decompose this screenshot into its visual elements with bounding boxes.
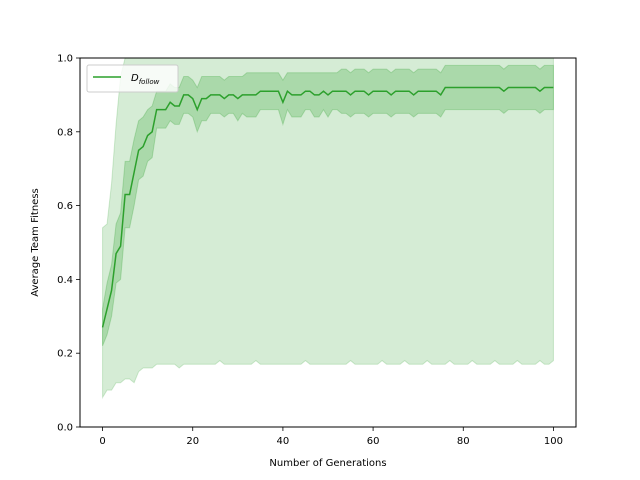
y-tick-label: 0.8 (57, 127, 73, 138)
legend-label: Dfollow (131, 73, 160, 86)
axes-frame (79, 57, 577, 428)
mean-line (101, 86, 554, 328)
x-tick-label: 40 (277, 436, 290, 447)
y-tick-label: 0.4 (57, 275, 73, 286)
x-tick-label: 100 (544, 436, 563, 447)
x-tick-label: 80 (457, 436, 470, 447)
legend-label-subscript: follow (139, 78, 160, 86)
y-axis-label: Average Team Fitness (30, 188, 41, 297)
legend-box (86, 64, 179, 93)
x-tick-label: 60 (367, 436, 380, 447)
x-tick-label: 0 (99, 436, 105, 447)
plot-area (101, 57, 554, 400)
legend-label-main: D (131, 73, 139, 84)
std-band (102, 64, 554, 347)
y-tick-label: 0.6 (57, 201, 73, 212)
legend: Dfollow (86, 64, 179, 93)
y-axis: 0.0 0.2 0.4 0.6 0.8 1.0 (57, 54, 80, 434)
y-tick-label: 0.2 (57, 349, 73, 360)
x-axis: 0 20 40 60 80 100 (99, 427, 563, 447)
x-tick-label: 20 (186, 436, 199, 447)
y-tick-label: 1.0 (57, 54, 73, 65)
x-axis-label: Number of Generations (269, 458, 386, 469)
y-tick-label: 0.0 (57, 423, 73, 434)
